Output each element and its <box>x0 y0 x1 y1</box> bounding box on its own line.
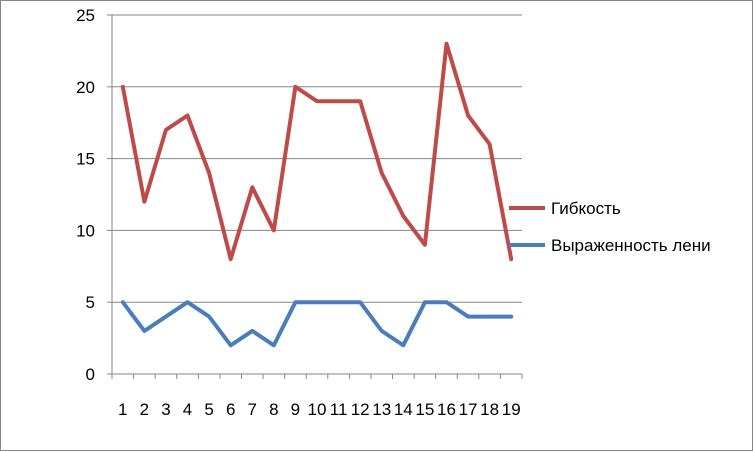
y-tick-label: 0 <box>86 365 95 384</box>
x-tick-label: 14 <box>394 400 413 419</box>
data-point <box>401 343 405 347</box>
data-point <box>423 300 427 304</box>
legend: Гибкость Выраженность лени <box>509 199 711 255</box>
series-line-1 <box>120 41 514 262</box>
data-point <box>423 243 427 247</box>
data-point <box>337 99 341 103</box>
x-tick-labels: 1 2 3 4 5 6 7 8 9 10 11 12 13 14 15 16 17 18 19 <box>118 400 521 419</box>
x-tick-label: 13 <box>372 400 391 419</box>
x-tick-label: 4 <box>183 400 192 419</box>
x-tick-label: 9 <box>291 400 300 419</box>
x-tick-label: 15 <box>415 400 434 419</box>
x-tick-label: 10 <box>308 400 327 419</box>
axes <box>107 14 523 379</box>
data-point <box>315 300 319 304</box>
x-tick-label: 3 <box>161 400 170 419</box>
data-point <box>444 300 448 304</box>
data-point <box>358 300 362 304</box>
data-point <box>229 257 233 261</box>
x-tick-label: 18 <box>480 400 499 419</box>
data-point <box>121 300 125 304</box>
x-tick-label: 7 <box>248 400 257 419</box>
data-point <box>509 315 513 319</box>
y-tick-label: 20 <box>76 78 95 97</box>
x-tick-label: 16 <box>437 400 456 419</box>
legend-label: Гибкость <box>551 199 621 218</box>
y-tick-label: 25 <box>76 6 95 25</box>
data-point <box>380 329 384 333</box>
y-tick-label: 10 <box>76 221 95 240</box>
data-point <box>207 315 211 319</box>
data-point <box>337 300 341 304</box>
data-point <box>488 142 492 146</box>
data-point <box>315 99 319 103</box>
series-lines <box>120 41 514 348</box>
data-point <box>358 99 362 103</box>
data-point <box>293 300 297 304</box>
data-point <box>272 343 276 347</box>
data-point <box>250 329 254 333</box>
data-point <box>401 214 405 218</box>
data-point <box>466 114 470 118</box>
x-tick-label: 5 <box>204 400 213 419</box>
data-point <box>444 42 448 46</box>
x-tick-label: 1 <box>118 400 127 419</box>
data-point <box>250 185 254 189</box>
x-tick-label: 11 <box>330 400 348 419</box>
x-tick-label: 12 <box>351 400 370 419</box>
data-point <box>380 171 384 175</box>
data-point <box>293 85 297 89</box>
y-tick-label: 15 <box>76 150 95 169</box>
x-tick-label: 2 <box>140 400 149 419</box>
data-point <box>142 329 146 333</box>
x-tick-label: 17 <box>459 400 478 419</box>
data-point <box>509 257 513 261</box>
data-point <box>142 200 146 204</box>
x-tick-label: 8 <box>269 400 278 419</box>
data-point <box>272 228 276 232</box>
data-point <box>466 315 470 319</box>
legend-label: Выраженность лени <box>551 236 711 255</box>
gridlines <box>112 14 522 303</box>
y-tick-labels: 0 5 10 15 20 25 <box>76 6 95 384</box>
data-point <box>121 85 125 89</box>
data-point <box>186 114 190 118</box>
y-tick-label: 5 <box>86 293 95 312</box>
data-point <box>207 171 211 175</box>
x-tick-label: 6 <box>226 400 235 419</box>
series-line-2 <box>120 300 514 348</box>
data-point <box>488 315 492 319</box>
x-tick-label: 19 <box>502 400 521 419</box>
data-point <box>164 315 168 319</box>
data-point <box>229 343 233 347</box>
data-point <box>186 300 190 304</box>
data-point <box>164 128 168 132</box>
